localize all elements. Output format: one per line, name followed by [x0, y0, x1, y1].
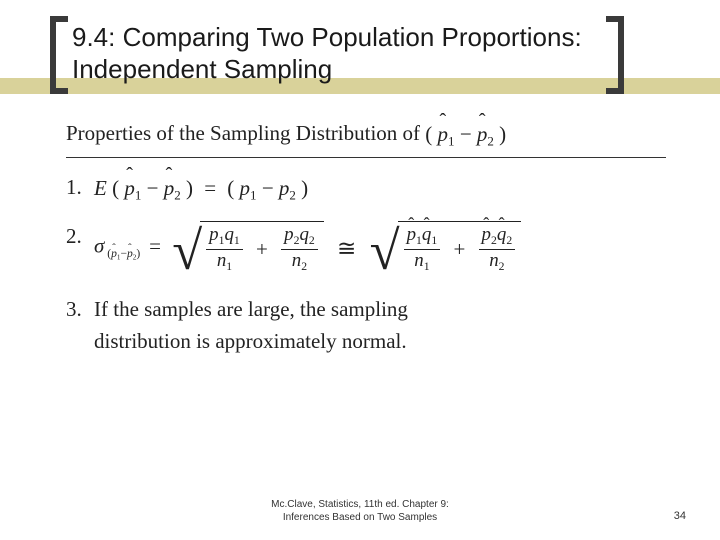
- sub: 1: [226, 261, 232, 274]
- paren-close: ): [499, 122, 506, 146]
- q: q: [224, 224, 233, 245]
- qhat: q: [422, 225, 431, 246]
- radical-icon: √: [370, 228, 400, 274]
- equals: =: [198, 176, 227, 200]
- n: n: [489, 250, 498, 271]
- phat: p: [407, 225, 416, 246]
- sub: 1: [234, 235, 240, 248]
- sub: 2: [301, 261, 307, 274]
- footer-line1: Mc.Clave, Statistics, 11th ed. Chapter 9…: [271, 499, 449, 510]
- phat2: p: [127, 246, 133, 263]
- page-title: 9.4: Comparing Two Population Proportion…: [72, 22, 592, 86]
- plus: +: [447, 234, 471, 266]
- item-number: 2.: [66, 221, 82, 253]
- item-number: 1.: [66, 172, 82, 204]
- minus: −: [147, 176, 164, 200]
- sub: 2: [506, 235, 512, 248]
- n: n: [414, 250, 423, 271]
- sub: 2: [289, 188, 296, 203]
- sub: 1: [424, 261, 430, 274]
- properties-list: 1. E ( p1 − p2 ) = ( p1 − p2 ) 2. σ (p1−…: [66, 172, 666, 357]
- frac-p2q2-n2: p2q2 n2: [279, 225, 320, 274]
- paren: ): [136, 248, 140, 260]
- p: p: [284, 224, 293, 245]
- property-2: 2. σ (p1−p2) = √ p1q1 n1 + p2q2: [94, 221, 666, 274]
- sub-1: 1: [448, 134, 455, 149]
- sub: 2: [499, 261, 505, 274]
- frac-phat1qhat1-n1: p1q1 n1: [402, 225, 443, 274]
- property-3: 3. If the samples are large, the samplin…: [94, 294, 666, 357]
- p: p: [209, 224, 218, 245]
- title-bracket-right: [606, 16, 624, 94]
- page-number: 34: [674, 510, 686, 522]
- sigma-subscript: (p1−p2): [104, 248, 143, 260]
- equals: =: [143, 234, 172, 258]
- plus: +: [250, 234, 274, 266]
- item-number: 3.: [66, 294, 82, 326]
- phat2: p: [164, 173, 175, 205]
- approx-equal: ≅: [329, 231, 364, 266]
- paren: ): [186, 176, 193, 200]
- footer-line2: Inferences Based on Two Samples: [283, 512, 437, 523]
- eq-expected-value: E ( p1 − p2 ) = ( p1 − p2 ): [94, 173, 308, 205]
- property-1: 1. E ( p1 − p2 ) = ( p1 − p2 ): [94, 172, 666, 205]
- sqrt-estimate: √ p1q1 n1 + p2q2 n2: [370, 221, 522, 274]
- properties-heading: Properties of the Sampling Distribution …: [66, 118, 666, 158]
- phat: p: [482, 225, 491, 246]
- minus: −: [460, 122, 477, 146]
- E-symbol: E: [94, 176, 107, 200]
- qhat: q: [497, 225, 506, 246]
- prop3-line1: If the samples are large, the sampling: [94, 297, 408, 321]
- radical-icon: √: [172, 228, 202, 274]
- heading-expr: ( p̂p1 − p2 ): [425, 119, 506, 151]
- phat1: p: [124, 173, 135, 205]
- p-hat-2: p: [477, 119, 488, 151]
- paren: (: [227, 176, 234, 200]
- sqrt-true: √ p1q1 n1 + p2q2 n2: [172, 221, 324, 274]
- paren-open: (: [425, 122, 432, 146]
- sigma: σ: [94, 234, 104, 258]
- sub: 2: [174, 188, 181, 203]
- frac-phat2qhat2-n2: p2q2 n2: [477, 225, 518, 274]
- paren: (: [112, 176, 119, 200]
- sub: 1: [135, 188, 142, 203]
- content-body: Properties of the Sampling Distribution …: [66, 118, 666, 373]
- radicand: p1q1 n1 + p2q2 n2: [398, 221, 522, 274]
- sub: 1: [250, 188, 257, 203]
- minus: −: [262, 176, 279, 200]
- prop3-line2: distribution is approximately normal.: [94, 329, 407, 353]
- sub: 2: [309, 235, 315, 248]
- p1: p: [240, 176, 251, 200]
- phat1: p: [111, 246, 117, 263]
- frac-p1q1-n1: p1q1 n1: [204, 225, 245, 274]
- footer: Mc.Clave, Statistics, 11th ed. Chapter 9…: [0, 499, 720, 524]
- n: n: [217, 250, 226, 271]
- sub: 1: [431, 235, 437, 248]
- paren: ): [301, 176, 308, 200]
- q: q: [299, 224, 308, 245]
- title-bracket-left: [50, 16, 68, 94]
- eq-std-dev: σ (p1−p2) = √ p1q1 n1 + p2q2 n2: [94, 221, 521, 274]
- heading-prefix: Properties of the Sampling Distribution …: [66, 121, 425, 145]
- p2: p: [279, 176, 290, 200]
- p-hat-1: p̂p: [438, 119, 449, 151]
- sub-2: 2: [487, 134, 494, 149]
- radicand: p1q1 n1 + p2q2 n2: [200, 221, 324, 274]
- n: n: [292, 250, 301, 271]
